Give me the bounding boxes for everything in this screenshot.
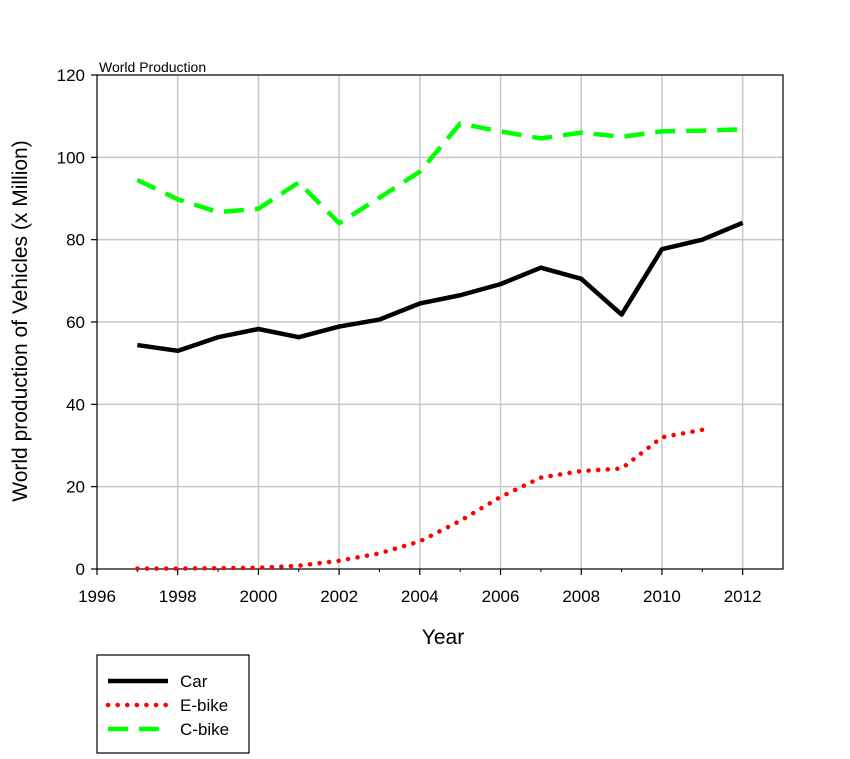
x-tick-label: 2006 [482, 587, 520, 606]
legend: Car E-bike C-bike [96, 654, 250, 754]
x-tick-label: 1996 [78, 587, 116, 606]
legend-box [96, 654, 250, 754]
y-tick-label: 60 [66, 313, 85, 332]
series-lines [135, 121, 744, 571]
y-tick-label: 120 [57, 66, 85, 85]
y-tick-label: 0 [76, 560, 85, 579]
x-tick-label: 2010 [643, 587, 681, 606]
x-tick-label: 2002 [320, 587, 358, 606]
y-tick-label: 80 [66, 231, 85, 250]
plot-title: World Production [99, 59, 206, 75]
series-line-car [137, 220, 744, 354]
grid-lines [97, 75, 783, 569]
x-tick-label: 2004 [401, 587, 439, 606]
axis-ticks: 1996 1998 2000 2002 2004 2006 2008 2010 2012 0 20 4… [57, 66, 762, 606]
series-line-e-bike [135, 427, 705, 571]
legend-label: Car [180, 672, 208, 691]
x-tick-label: 2012 [724, 587, 762, 606]
y-tick-label: 40 [66, 395, 85, 414]
y-axis-title: World production of Vehicles (x Million) [9, 140, 32, 501]
legend-label: C-bike [180, 720, 229, 739]
x-tick-label: 2000 [239, 587, 277, 606]
y-tick-label: 20 [66, 478, 85, 497]
x-tick-label: 2008 [562, 587, 600, 606]
legend-label: E-bike [180, 696, 228, 715]
x-axis-title: Year [422, 626, 464, 649]
x-tick-label: 1998 [159, 587, 197, 606]
series-line-c-bike [136, 121, 743, 226]
y-tick-label: 100 [57, 148, 85, 167]
